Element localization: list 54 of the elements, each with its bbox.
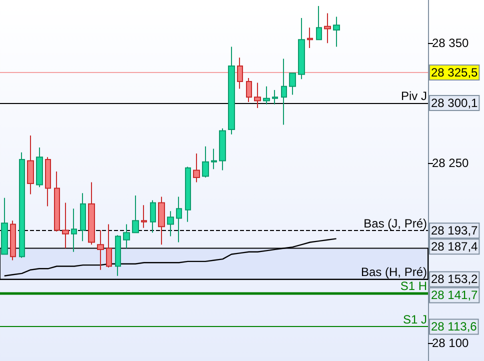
candlestick: [316, 5, 322, 40]
ref-line-label: Bas (J, Pré): [364, 216, 427, 231]
text: 28 153,2: [431, 272, 478, 286]
candlestick: [333, 16, 340, 48]
candlestick: [54, 171, 60, 232]
candlestick: [158, 196, 165, 246]
candlestick: [19, 152, 25, 258]
candlestick: [150, 200, 156, 234]
candlestick: [219, 128, 226, 171]
candlestick: [106, 224, 112, 268]
candlestick: [123, 224, 130, 249]
candlestick: [176, 196, 182, 243]
candlestick: [141, 204, 147, 228]
candlestick: [62, 202, 69, 249]
candlestick: [97, 230, 104, 270]
candlestick: [167, 210, 174, 237]
candlestick: [272, 89, 278, 105]
candlestick: [202, 146, 209, 178]
candlestick: [71, 208, 77, 252]
candlestick: [80, 192, 86, 242]
text: 28 113,6: [431, 320, 478, 334]
candlestick: [88, 182, 95, 246]
candlestick: [307, 27, 313, 48]
candlestick: [246, 77, 252, 102]
y-tick-label: 28 100: [432, 336, 470, 350]
ref-line-label: Bas (H, Pré): [360, 265, 427, 280]
ref-line-label: Piv J: [400, 89, 427, 104]
candlestick: [324, 12, 331, 44]
text: 28 300,1: [431, 96, 478, 110]
candlestick: [132, 194, 139, 234]
y-tick-label: 28 350: [432, 36, 470, 50]
candlestick: [211, 148, 217, 170]
candlestick: [10, 220, 16, 261]
text: 28 325,5: [431, 66, 478, 80]
text: 28 141,7: [431, 288, 478, 302]
candlestick: [193, 153, 200, 183]
candlestick: [281, 58, 287, 126]
candlestick: [298, 17, 305, 80]
candlestick: [115, 234, 121, 276]
candlestick: [228, 46, 235, 135]
candlestick: [45, 156, 51, 207]
text: 28 193,7: [431, 224, 478, 238]
ref-line-label: S1 J: [402, 312, 427, 327]
candlestick: [185, 166, 191, 222]
candlestick: [263, 86, 270, 105]
candlestick: [237, 57, 243, 90]
text: 28 187,4: [431, 240, 478, 254]
candlestick: [27, 135, 34, 195]
ref-line-label: S1 H: [400, 279, 427, 293]
candlestick: [1, 197, 8, 255]
candlestick: [36, 147, 43, 188]
candlestick: [254, 82, 261, 108]
y-tick-label: 28 250: [432, 156, 470, 170]
candlestick: [289, 72, 296, 96]
